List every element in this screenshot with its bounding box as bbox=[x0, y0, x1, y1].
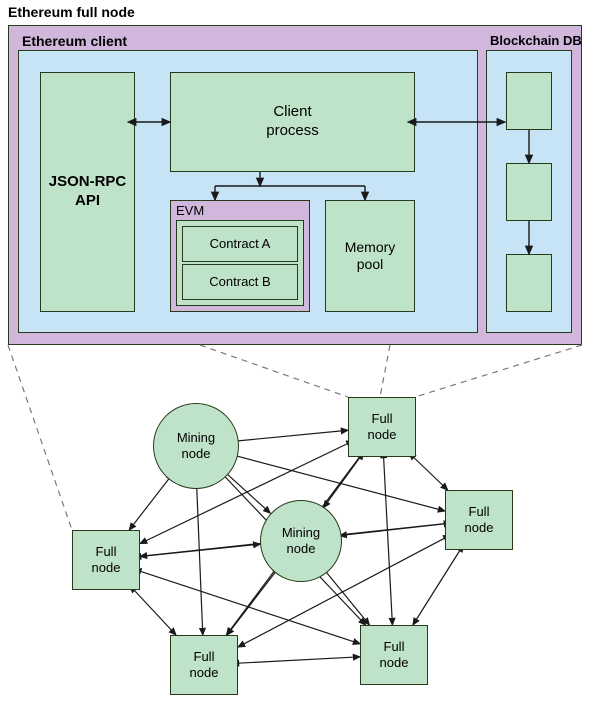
node-full-bot1: Full node bbox=[170, 635, 238, 695]
node-mining2: Mining node bbox=[260, 500, 342, 582]
node-full-right1: Full node bbox=[445, 490, 513, 550]
node-full-bot2: Full node bbox=[360, 625, 428, 685]
node-full-top: Full node bbox=[348, 397, 416, 457]
node-mining1: Mining node bbox=[153, 403, 239, 489]
node-full-left: Full node bbox=[72, 530, 140, 590]
arrows-layer bbox=[0, 0, 590, 711]
